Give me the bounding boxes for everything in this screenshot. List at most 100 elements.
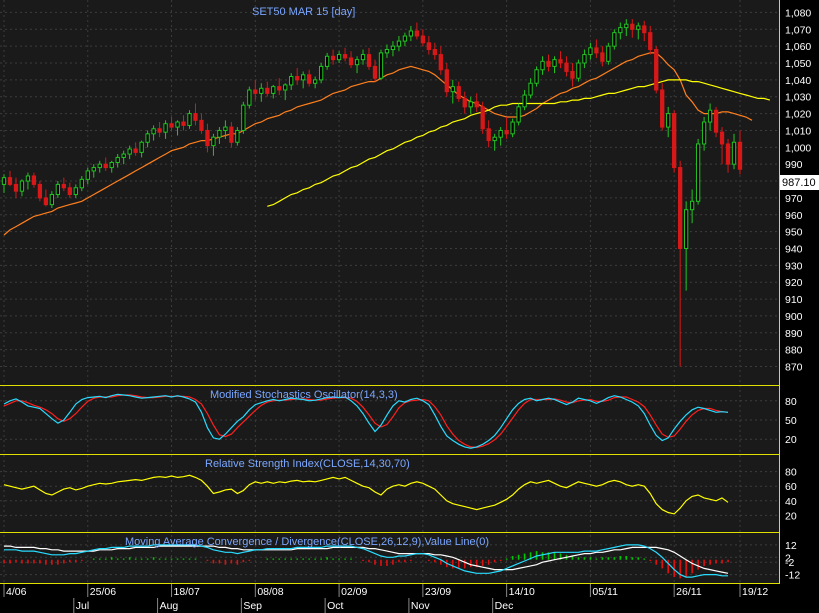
month-label: Nov — [411, 600, 430, 612]
candle-body — [360, 54, 366, 61]
candle-body — [181, 121, 186, 126]
candle-up — [25, 172, 31, 190]
candle-body — [480, 106, 485, 130]
candle-body — [552, 59, 557, 67]
candle-up — [576, 59, 581, 82]
candle-body — [73, 187, 78, 196]
price-tick-label: 900 — [785, 311, 803, 323]
candle-body — [157, 128, 162, 133]
candle-body — [103, 163, 108, 169]
candle-body — [229, 126, 234, 143]
candle-down — [307, 69, 312, 87]
candle-body — [151, 128, 156, 135]
date-label: 25/06 — [90, 586, 116, 598]
candle-body — [731, 141, 737, 165]
candle-body — [324, 55, 330, 67]
candle-body — [444, 69, 449, 93]
price-tick-label: 1,000 — [785, 142, 811, 154]
candle-down — [474, 93, 479, 112]
candle-down — [61, 177, 66, 192]
stoch-tick-label: 20 — [785, 434, 797, 446]
candle-body — [672, 113, 677, 169]
candle-body — [265, 87, 270, 94]
candle-body — [283, 84, 288, 91]
candle-up — [109, 160, 114, 173]
candle-up — [588, 42, 593, 60]
candle-up — [402, 32, 408, 47]
candle-up — [1, 174, 7, 193]
candle-body — [408, 30, 414, 37]
candle-body — [498, 129, 503, 138]
candle-up — [121, 150, 126, 165]
candle-down — [265, 81, 270, 97]
candle-body — [127, 148, 132, 155]
candle-up — [390, 41, 396, 57]
candles-layer — [1, 19, 743, 367]
candle-up — [552, 56, 557, 74]
stoch-tick-label: 50 — [785, 415, 797, 427]
price-tick-label: 890 — [785, 328, 803, 340]
candle-body — [223, 126, 228, 131]
candle-body — [318, 65, 324, 81]
candle-down — [348, 51, 354, 69]
candle-down — [438, 46, 443, 75]
date-label: 14/10 — [509, 586, 535, 598]
candle-up — [618, 22, 623, 40]
price-tick-label: 950 — [785, 227, 803, 239]
macd-tick-label: 12 — [785, 540, 797, 552]
candle-up — [19, 179, 25, 197]
candle-body — [145, 133, 150, 143]
candle-up — [384, 44, 390, 58]
candle-up — [115, 154, 120, 168]
candle-body — [61, 183, 66, 189]
candle-up — [318, 63, 324, 84]
candle-body — [504, 129, 509, 135]
candle-up — [217, 127, 222, 144]
candle-down — [725, 138, 731, 173]
candle-down — [564, 56, 569, 77]
date-label: 4/06 — [6, 586, 27, 598]
candle-body — [725, 143, 731, 165]
candle-down — [330, 49, 336, 65]
candle-body — [474, 101, 479, 108]
price-tick-label: 1,010 — [785, 125, 811, 137]
candle-up — [301, 71, 306, 89]
rsi-tick-label: 20 — [785, 510, 797, 522]
candle-body — [426, 42, 431, 51]
candle-down — [277, 78, 282, 96]
candle-body — [719, 131, 725, 145]
candle-down — [372, 59, 378, 82]
candle-up — [522, 89, 527, 111]
candle-up — [492, 133, 497, 151]
candle-body — [205, 129, 210, 147]
candle-up — [247, 86, 252, 109]
candle-body — [97, 163, 102, 169]
month-label: Oct — [327, 600, 343, 612]
price-tick-label: 990 — [785, 159, 803, 171]
candle-body — [366, 54, 372, 67]
candle-body — [660, 89, 665, 128]
candle-up — [534, 66, 539, 87]
macd-signal-line — [4, 545, 729, 574]
candle-down — [181, 115, 186, 131]
candle-body — [432, 49, 437, 56]
candle-down — [594, 39, 599, 58]
candle-up — [73, 184, 78, 198]
candle-body — [618, 27, 623, 34]
ma-fast-line — [3, 52, 753, 236]
candle-down — [199, 113, 204, 134]
candle-body — [211, 136, 216, 147]
candle-body — [642, 25, 647, 34]
candle-up — [516, 103, 521, 126]
price-tick-label: 1,020 — [785, 109, 811, 121]
candle-body — [289, 76, 294, 86]
candle-body — [372, 65, 378, 79]
candle-down — [600, 46, 605, 67]
candle-down — [719, 127, 725, 165]
candle-body — [91, 167, 96, 172]
candle-body — [534, 69, 539, 84]
candle-up — [55, 181, 60, 198]
candle-up — [241, 101, 246, 134]
candle-down — [420, 29, 426, 47]
candle-down — [67, 182, 72, 198]
